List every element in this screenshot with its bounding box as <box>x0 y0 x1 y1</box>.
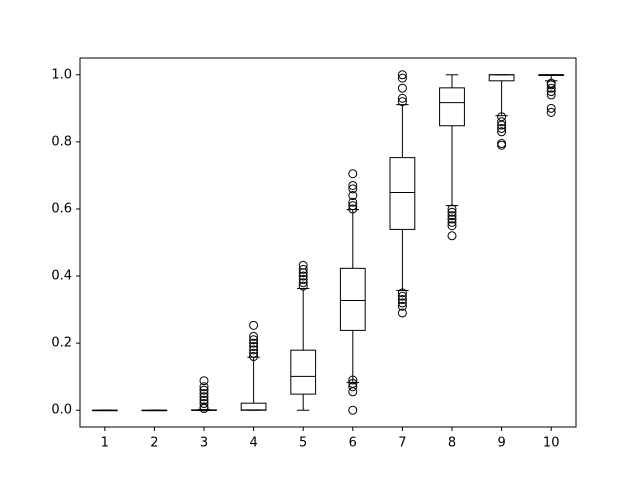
plot-frame <box>79 57 577 428</box>
x-tick-label: 6 <box>349 436 357 451</box>
flier <box>249 335 259 345</box>
box <box>439 87 465 127</box>
x-tick-label: 1 <box>101 436 109 451</box>
x-tick-label: 5 <box>299 436 307 451</box>
flier <box>447 211 457 221</box>
flier <box>397 93 407 103</box>
flier <box>348 375 358 385</box>
flier <box>497 139 507 149</box>
flier <box>249 341 259 351</box>
flier <box>298 260 308 270</box>
flier <box>298 264 308 274</box>
flier <box>249 348 259 358</box>
x-tick-label: 10 <box>543 436 560 451</box>
flier <box>249 338 259 348</box>
y-tick-label: 0.0 <box>51 403 72 418</box>
flier <box>348 169 358 179</box>
flier <box>348 382 358 392</box>
flier <box>447 221 457 231</box>
flier <box>546 103 556 113</box>
flier <box>348 201 358 211</box>
flier <box>397 73 407 83</box>
box <box>290 349 317 395</box>
flier <box>497 112 507 122</box>
y-tick-label: 0.8 <box>51 134 72 149</box>
flier <box>348 197 358 207</box>
flier <box>348 191 358 201</box>
flier <box>397 298 407 308</box>
flier <box>199 376 209 386</box>
flier <box>497 123 507 133</box>
x-tick-label: 7 <box>398 436 406 451</box>
flier <box>249 352 259 362</box>
x-tick-label: 9 <box>497 436 505 451</box>
flier <box>397 83 407 93</box>
flier <box>199 385 209 395</box>
y-tick-label: 1.0 <box>51 67 72 82</box>
flier <box>348 180 358 190</box>
flier <box>546 83 556 93</box>
y-tick-label: 0.4 <box>51 269 72 284</box>
flier <box>397 288 407 298</box>
box <box>389 157 416 230</box>
flier <box>249 320 259 330</box>
flier <box>298 271 308 281</box>
flier <box>298 278 308 288</box>
y-tick-label: 0.6 <box>51 201 72 216</box>
y-tick-label: 0.2 <box>51 336 72 351</box>
x-tick-label: 4 <box>249 436 257 451</box>
flier <box>397 308 407 318</box>
flier <box>199 382 209 392</box>
box <box>240 402 267 411</box>
flier <box>397 291 407 301</box>
flier <box>348 184 358 194</box>
flier <box>199 392 209 402</box>
flier <box>447 204 457 214</box>
flier <box>298 281 308 291</box>
flier <box>397 295 407 305</box>
flier <box>298 268 308 278</box>
flier <box>497 117 507 127</box>
flier <box>397 97 407 107</box>
flier <box>199 388 209 398</box>
x-tick-label: 3 <box>200 436 208 451</box>
flier <box>397 70 407 80</box>
flier <box>546 107 556 117</box>
flier <box>447 231 457 241</box>
flier <box>199 399 209 409</box>
flier <box>447 217 457 227</box>
flier <box>447 207 457 217</box>
x-tick-label: 8 <box>448 436 456 451</box>
flier <box>348 405 358 415</box>
flier <box>497 127 507 137</box>
flier <box>199 395 209 405</box>
box <box>488 74 515 82</box>
flier <box>546 90 556 100</box>
flier <box>397 301 407 311</box>
flier <box>298 274 308 284</box>
box <box>339 267 366 331</box>
flier <box>249 345 259 355</box>
flier <box>348 378 358 388</box>
x-tick-label: 2 <box>150 436 158 451</box>
flier <box>249 331 259 341</box>
flier <box>546 78 556 88</box>
flier <box>447 214 457 224</box>
flier <box>348 204 358 214</box>
flier <box>199 402 209 412</box>
